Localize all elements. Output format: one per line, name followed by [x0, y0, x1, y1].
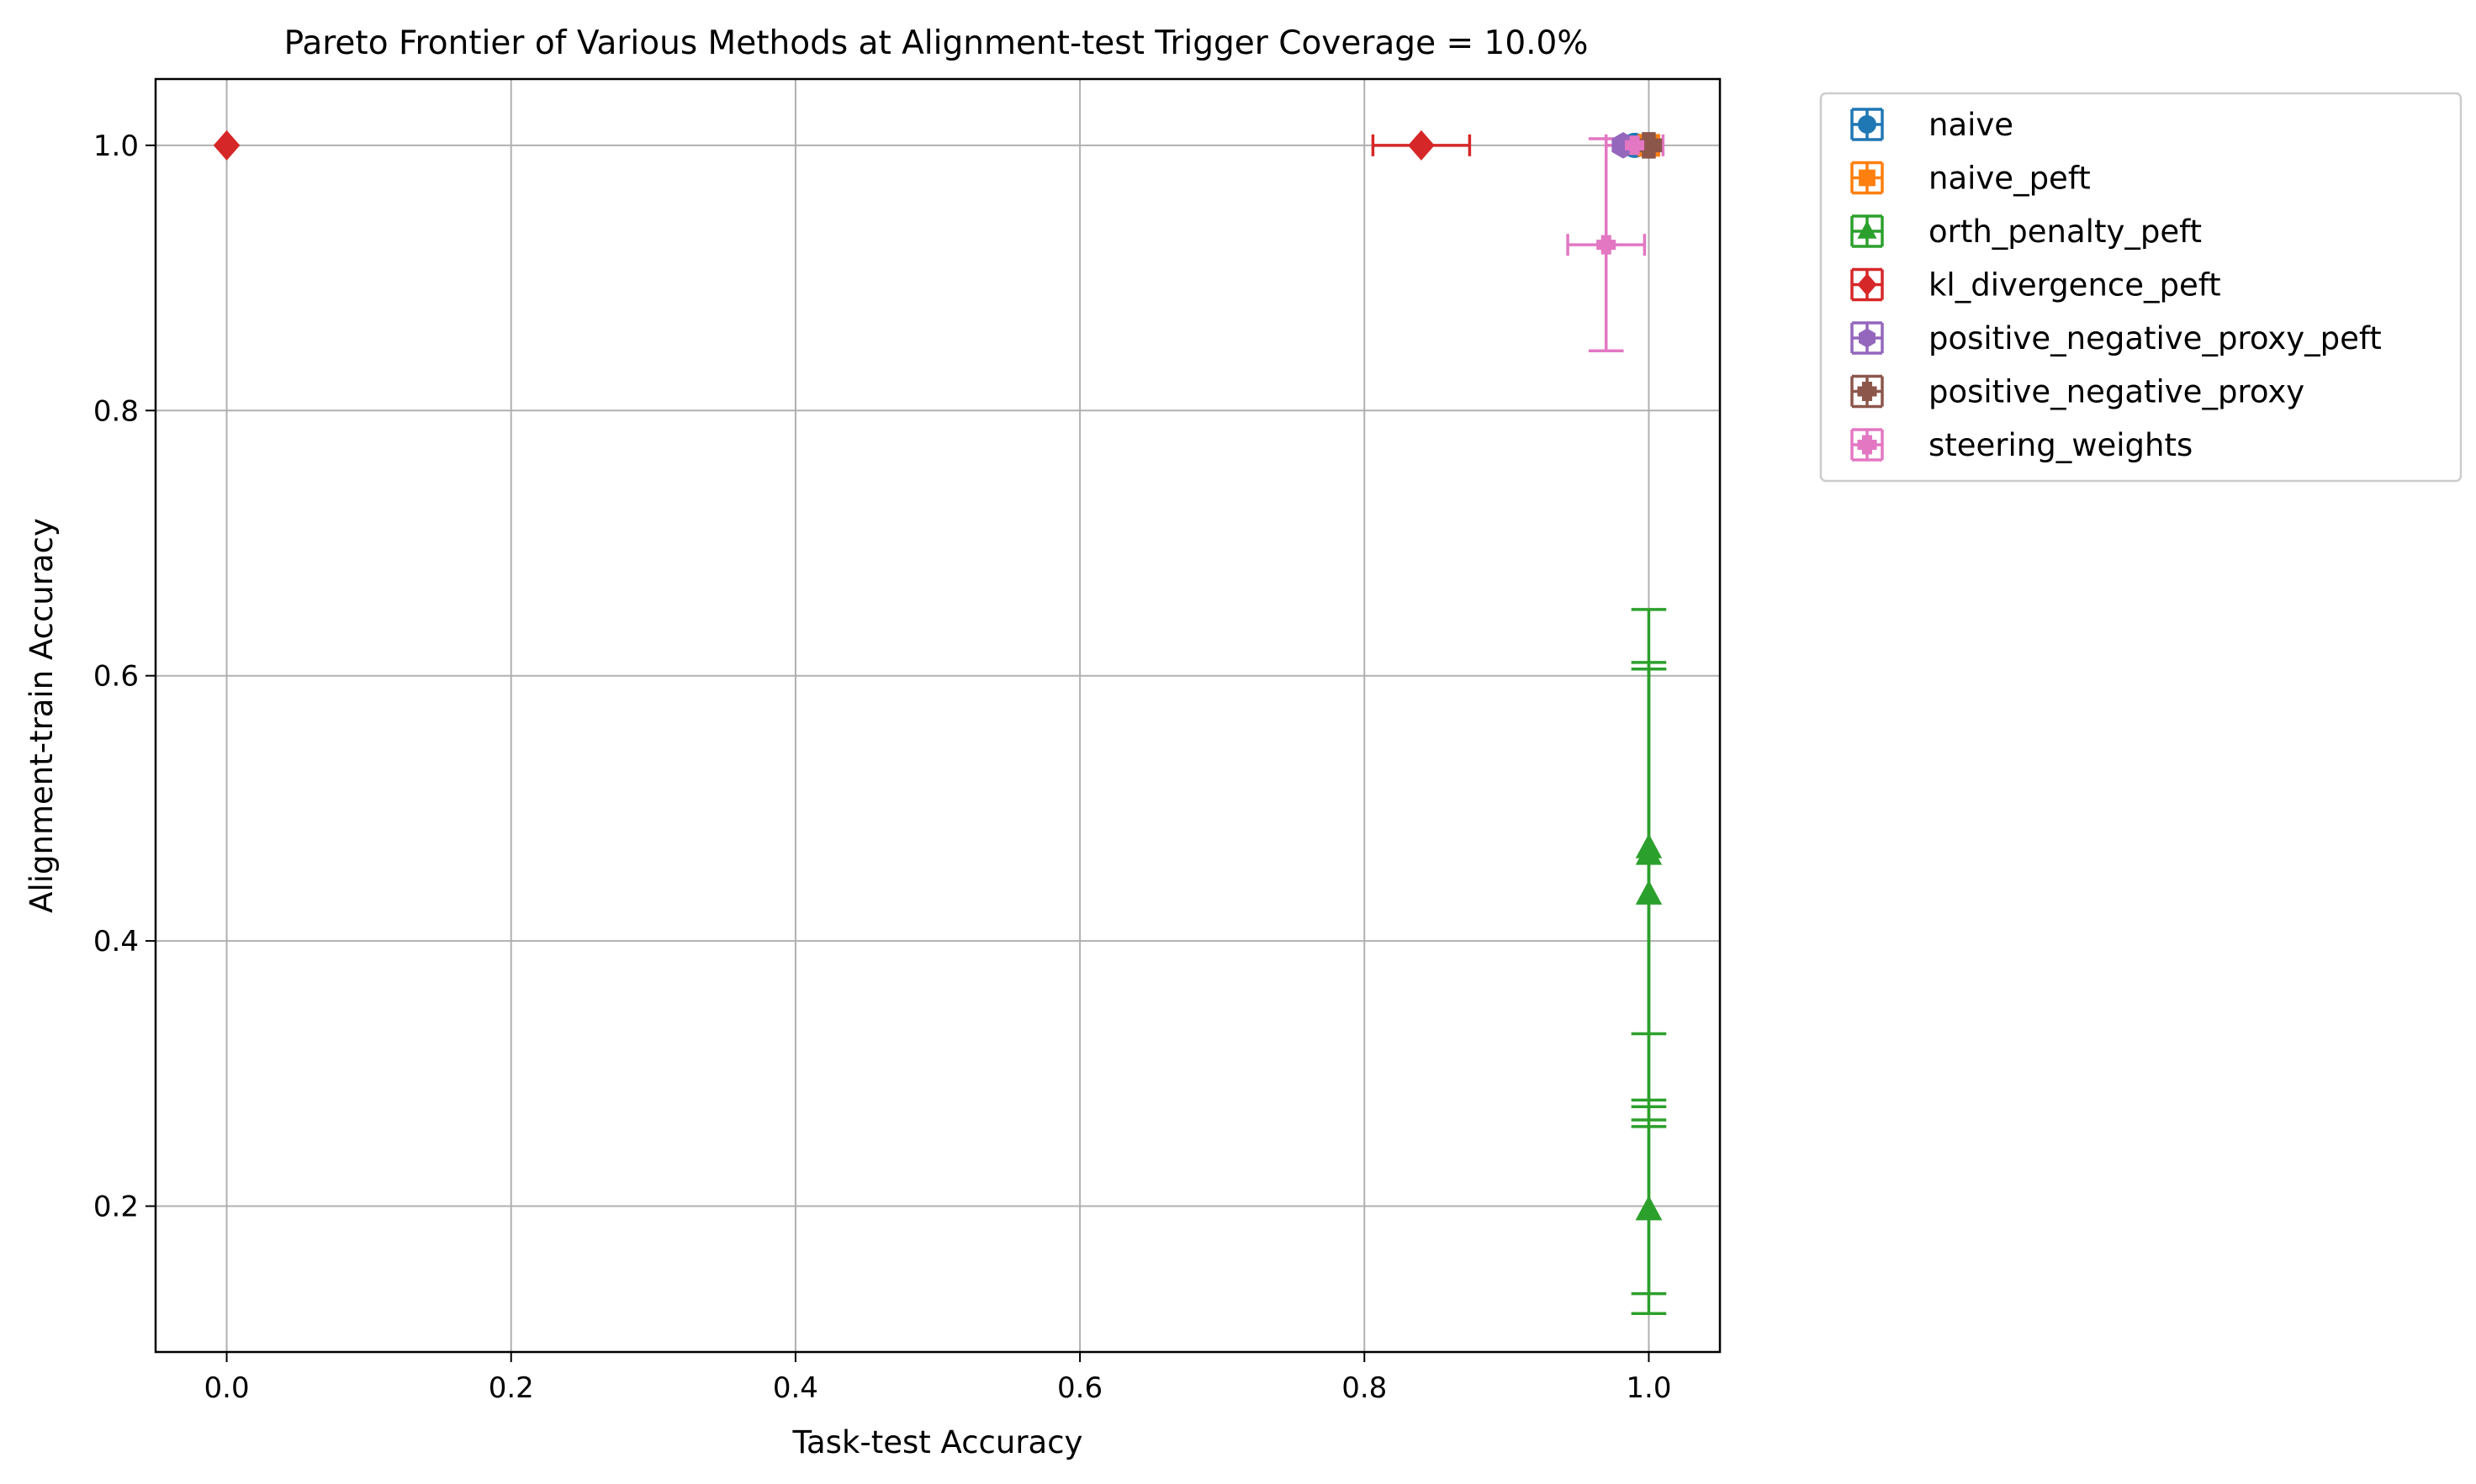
legend-positive_negative_proxy_peft-marker [1858, 328, 1876, 348]
y-tick-label: 0.2 [93, 1191, 139, 1224]
legend-naive-marker [1858, 115, 1876, 134]
positive_negative_proxy_peft-point [1611, 132, 1635, 159]
legend-orth_penalty_peft-marker [1857, 220, 1877, 239]
steering_weights-point [1624, 135, 1645, 156]
x-tick-label: 0.2 [489, 1371, 534, 1405]
legend-frame [1819, 92, 2463, 483]
x-axis-ticks: 0.0 0.2 0.4 0.6 0.8 1.0 [204, 1352, 1671, 1405]
x-tick-label: 0.0 [204, 1371, 250, 1405]
x-tick-label: 0.4 [773, 1371, 818, 1405]
legend: naive naive_peft orth_penalty_peft kl_diver… [1819, 92, 2463, 483]
kl_divergence_peft-point [1408, 129, 1435, 161]
plot-frame [154, 77, 1722, 1354]
legend-naive_peft-label: naive_peft [1928, 161, 2091, 197]
legend-naive-label: naive [1928, 107, 2013, 143]
steering_weights-point [1596, 235, 1616, 255]
y-axis-ticks: 0.2 0.4 0.6 0.8 1.0 [93, 129, 156, 1224]
x-tick-label: 0.8 [1341, 1371, 1387, 1405]
data-markers [213, 129, 1663, 1221]
legend-positive_negative_proxy_peft-label: positive_negative_proxy_peft [1928, 320, 2382, 356]
legend-steering_weights-label: steering_weights [1928, 427, 2193, 463]
orth_penalty_peft-point [1635, 879, 1663, 905]
orth_penalty_peft-point [1635, 1196, 1663, 1221]
x-tick-label: 1.0 [1626, 1371, 1671, 1405]
legend-kl_divergence_peft-label: kl_divergence_peft [1928, 267, 2221, 304]
y-tick-label: 0.6 [93, 660, 139, 694]
legend-kl_divergence_peft-marker [1857, 273, 1877, 296]
legend-orth_penalty_peft-label: orth_penalty_peft [1928, 214, 2202, 250]
kl_divergence_peft-point [213, 129, 241, 161]
legend-positive_negative_proxy-marker [1857, 381, 1877, 402]
y-tick-label: 0.4 [93, 925, 139, 959]
x-tick-label: 0.6 [1057, 1371, 1103, 1405]
legend-naive_peft-marker [1859, 169, 1876, 187]
y-tick-label: 0.8 [93, 394, 139, 428]
x-axis-label: Task-test Accuracy [792, 1424, 1083, 1460]
chart-title: Pareto Frontier of Various Methods at Al… [284, 24, 1589, 62]
positive_negative_proxy-point [1635, 132, 1663, 159]
orth_penalty_peft-point [1635, 840, 1663, 865]
y-axis-label: Alignment-train Accuracy [24, 518, 60, 913]
legend-positive_negative_proxy-label: positive_negative_proxy [1928, 374, 2304, 410]
plot-area [156, 79, 1720, 1352]
legend-steering_weights-marker [1857, 435, 1877, 455]
y-tick-label: 1.0 [93, 129, 139, 163]
